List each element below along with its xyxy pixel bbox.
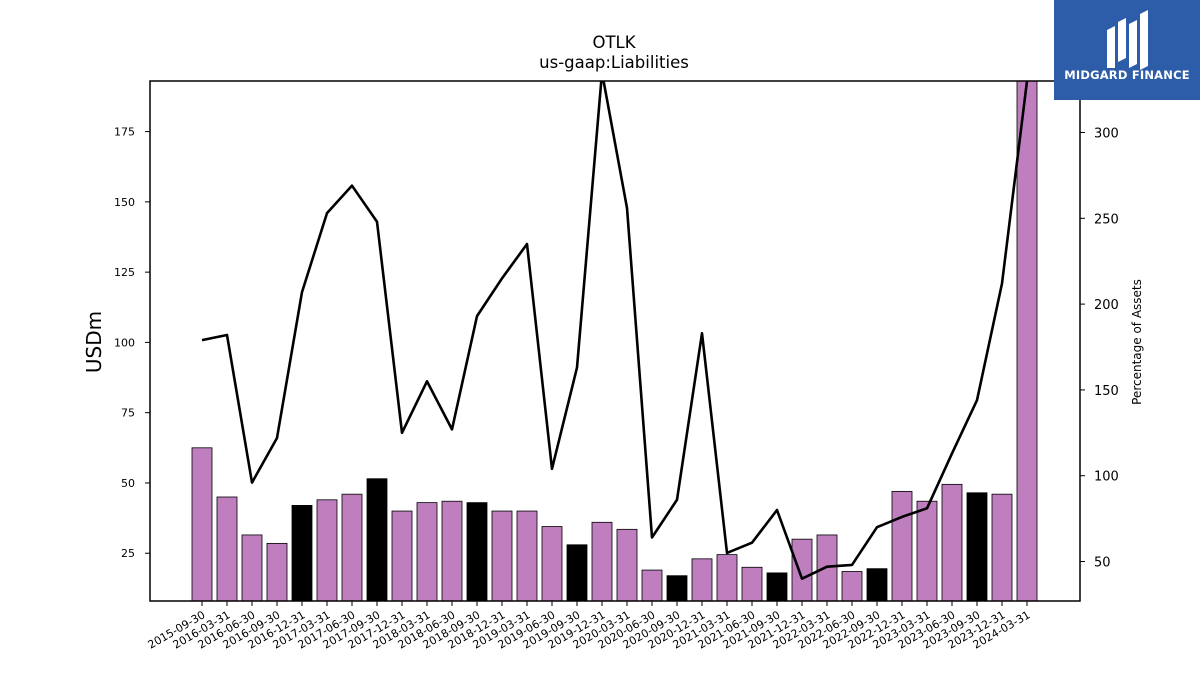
- bar-2019-09-30: [566, 544, 588, 601]
- bar-2017-06-30: [341, 493, 363, 601]
- bar-group: [191, 81, 1038, 601]
- y-tick-label-100: 100: [114, 336, 135, 349]
- bar-2018-12-31: [491, 510, 513, 601]
- line-group: [201, 81, 1029, 580]
- bar-2020-09-30: [666, 575, 688, 601]
- bar-2024-03-31: [1016, 81, 1038, 601]
- bar-2017-12-31: [391, 510, 413, 601]
- bar-2018-09-30: [466, 502, 488, 601]
- bar-2019-06-30: [541, 526, 563, 601]
- y2-axis-label: Percentage of Assets: [1130, 279, 1144, 405]
- y-tick-label-125: 125: [114, 266, 135, 279]
- bar-2015-09-30: [191, 447, 213, 601]
- bar-2016-03-31: [216, 496, 238, 601]
- plot-frame: [149, 80, 1081, 602]
- y2-tick-label-250: 250: [1094, 212, 1119, 227]
- bar-2023-09-30: [966, 492, 988, 601]
- bar-2016-12-31: [291, 505, 313, 601]
- bar-2018-03-31: [416, 502, 438, 601]
- bar-2023-06-30: [941, 483, 963, 601]
- y-tick-label-25: 25: [121, 547, 135, 560]
- y-tick-label-50: 50: [121, 477, 135, 490]
- logo-text: MIDGARD FINANCE: [1064, 68, 1190, 82]
- bar-2016-06-30: [241, 534, 263, 601]
- bar-2020-12-31: [691, 558, 713, 601]
- bar-2017-09-30: [366, 478, 388, 601]
- y2-tick-label-50: 50: [1094, 556, 1111, 571]
- y2-tick-label-150: 150: [1094, 384, 1119, 399]
- y2-tick-label-100: 100: [1094, 470, 1119, 485]
- bar-2020-03-31: [616, 528, 638, 601]
- bar-2023-12-31: [991, 493, 1013, 601]
- bar-2016-09-30: [266, 542, 288, 601]
- y-tick-label-175: 175: [114, 126, 135, 139]
- bar-2020-06-30: [641, 569, 663, 601]
- chart-subtitle: us-gaap:Liabilities: [539, 53, 689, 72]
- chart-title: OTLK: [592, 33, 636, 52]
- y-axis-label: USDm: [82, 311, 106, 373]
- bar-2021-09-30: [766, 572, 788, 601]
- y-tick-label-75: 75: [121, 407, 135, 420]
- bar-2021-12-31: [791, 538, 813, 601]
- axes-group: 255075100125150175501001502002503002015-…: [114, 80, 1119, 652]
- bar-2023-03-31: [916, 500, 938, 601]
- midgard-finance-logo: MIDGARD FINANCE: [1054, 0, 1200, 100]
- bar-2022-06-30: [841, 571, 863, 601]
- bar-2018-06-30: [441, 500, 463, 601]
- y2-tick-label-200: 200: [1094, 298, 1119, 313]
- y2-tick-label-300: 300: [1094, 126, 1119, 141]
- bar-2019-03-31: [516, 510, 538, 601]
- bar-2017-03-31: [316, 499, 338, 601]
- bar-2022-09-30: [866, 568, 888, 601]
- y-tick-label-150: 150: [114, 196, 135, 209]
- bar-2022-12-31: [891, 490, 913, 601]
- midgard-bars-logo-icon: [1107, 10, 1148, 70]
- line-percentage-of-assets: [201, 81, 1029, 580]
- bar-2021-06-30: [741, 566, 763, 601]
- bar-2021-03-31: [716, 554, 738, 601]
- bar-2019-12-31: [591, 521, 613, 601]
